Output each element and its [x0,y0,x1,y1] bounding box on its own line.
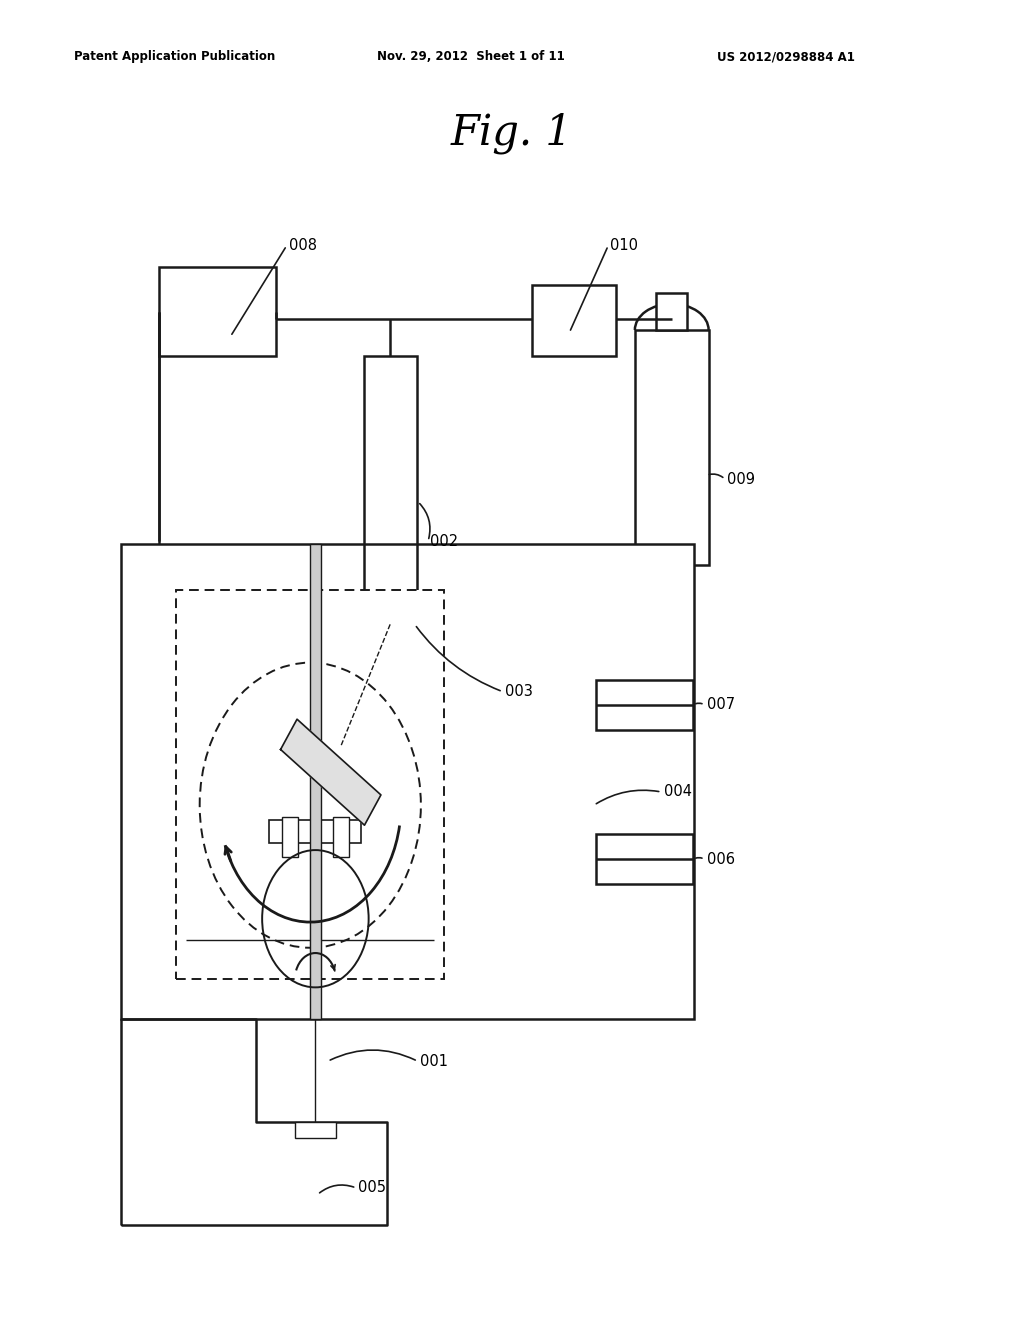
Text: 010: 010 [610,238,638,253]
Text: US 2012/0298884 A1: US 2012/0298884 A1 [717,50,855,63]
Text: 004: 004 [664,784,691,800]
Text: Patent Application Publication: Patent Application Publication [74,50,275,63]
Bar [353,601,427,624]
Text: 002: 002 [430,533,458,549]
Text: 006: 006 [707,851,734,867]
Bar [176,590,444,979]
Bar [596,834,693,884]
Bar [269,820,361,843]
Polygon shape [281,719,381,825]
Text: Fig. 1: Fig. 1 [451,112,573,154]
Bar [333,817,349,857]
Bar [364,356,417,601]
Text: Nov. 29, 2012  Sheet 1 of 11: Nov. 29, 2012 Sheet 1 of 11 [377,50,564,63]
Bar [635,330,709,565]
Bar [596,680,693,730]
Bar [282,817,298,857]
Text: 009: 009 [727,471,755,487]
Bar [656,293,687,330]
Text: 003: 003 [505,684,532,700]
Text: 007: 007 [707,697,734,713]
Bar [159,267,276,356]
Bar [532,285,616,356]
Bar [121,544,694,1019]
Bar [295,1122,336,1138]
Text: 008: 008 [289,238,316,253]
Text: 005: 005 [358,1180,386,1196]
Bar [310,544,321,1019]
Text: 001: 001 [420,1053,447,1069]
